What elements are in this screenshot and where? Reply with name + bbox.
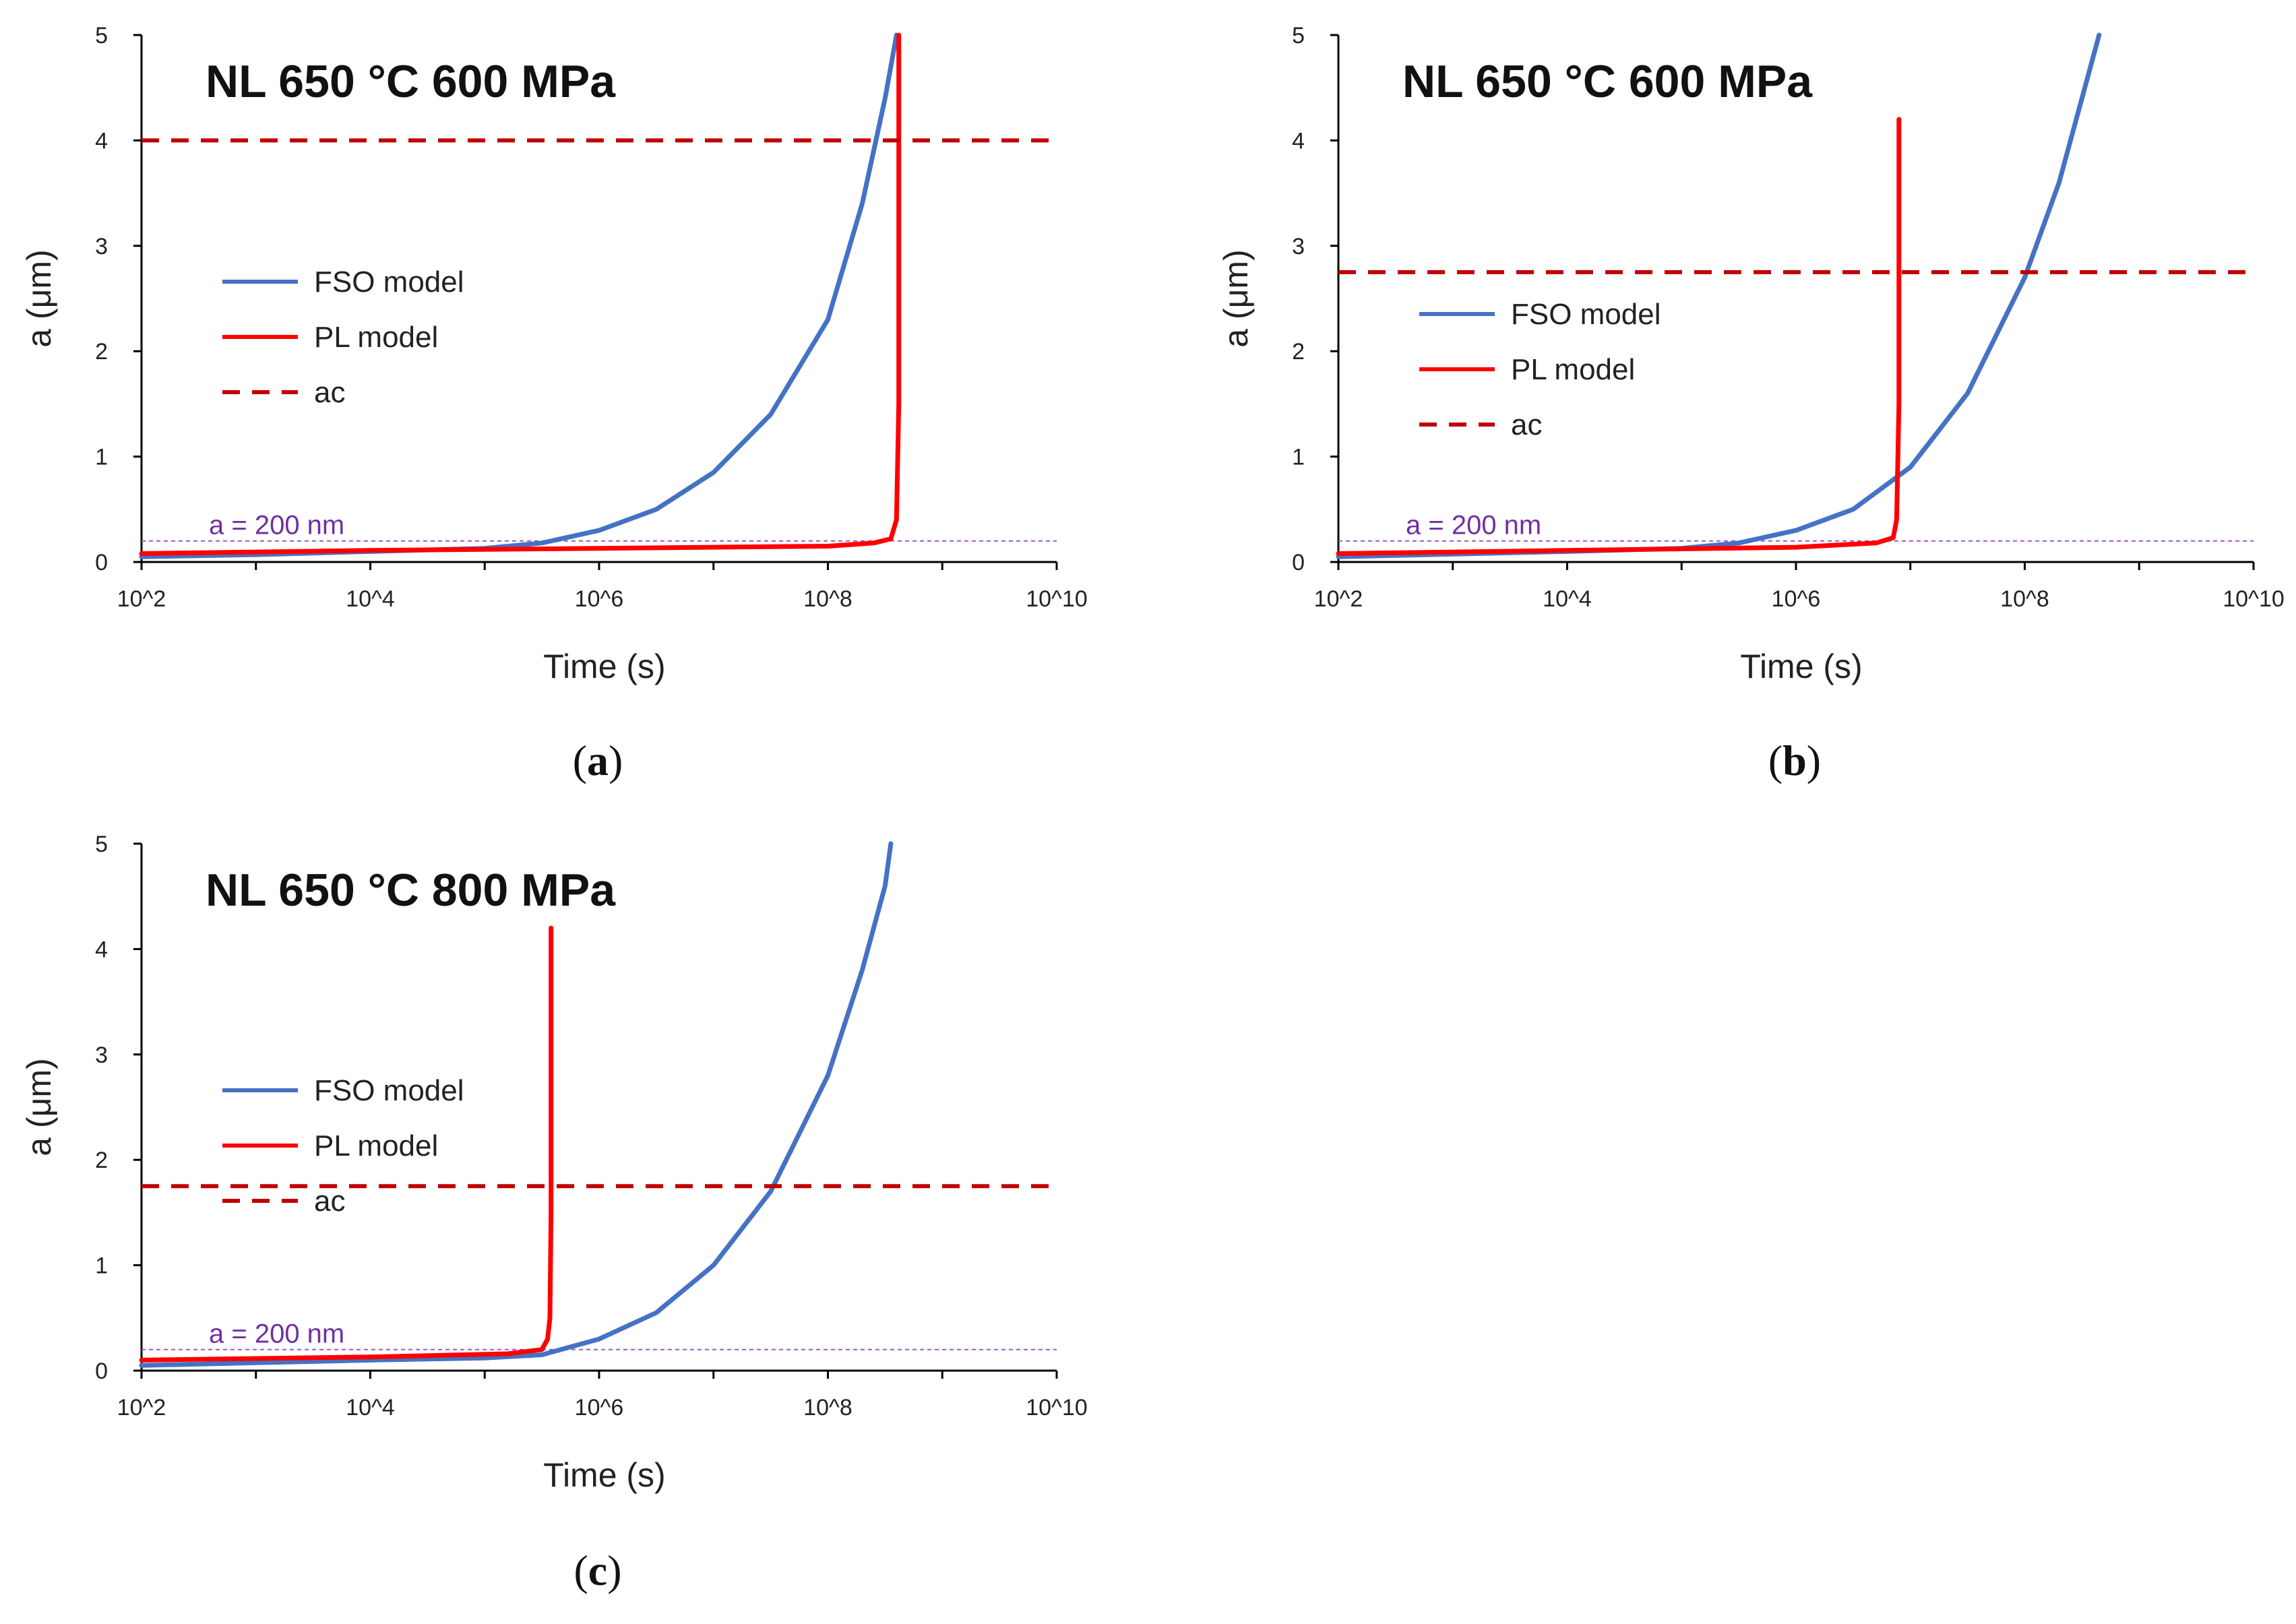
x-tick-label: 10^10 [1026, 1395, 1088, 1420]
series-pl-model-line [139, 32, 902, 556]
x-tick-label: 10^10 [2223, 586, 2285, 612]
y-tick-label: 0 [1292, 550, 1305, 575]
panel-title: NL 650 °C 600 MPa [206, 56, 616, 107]
reference-line-label: a = 200 nm [209, 1319, 344, 1349]
legend-entry: FSO model [314, 1074, 464, 1107]
x-tick-label: 10^2 [1314, 586, 1363, 612]
caption-letter: c [588, 1547, 607, 1594]
panel-title: NL 650 °C 600 MPa [1402, 56, 1813, 107]
chart-panel-a: 0 1 2 3 4 5 10^2 10^4 10^6 10^8 10^10 a (μm) Time (s… [20, 23, 1088, 784]
y-tick-label: 1 [95, 1253, 108, 1279]
x-tick-label: 10^10 [1026, 586, 1088, 612]
x-tick-label: 10^6 [575, 586, 624, 612]
x-tick-label: 10^8 [803, 1395, 852, 1420]
series-pl-model-line [1336, 117, 1902, 556]
y-tick-label: 4 [95, 128, 108, 154]
y-axis-label: a (μm) [20, 249, 58, 347]
y-tick-label: 3 [95, 234, 108, 259]
y-tick-label: 0 [95, 550, 108, 575]
caption-open-paren: ( [573, 737, 587, 784]
y-tick-label: 0 [95, 1358, 108, 1384]
x-axis-label: Time (s) [543, 648, 665, 685]
legend-entry: PL model [1511, 353, 1635, 386]
y-tick-label: 2 [95, 339, 108, 365]
series-fso-model-line [139, 32, 899, 559]
chart-panel-b: 0 1 2 3 4 5 10^2 10^4 10^6 10^8 10^10 a (μm) Time (s… [1217, 23, 2285, 784]
y-tick-label: 4 [95, 937, 108, 962]
y-tick-label: 5 [1292, 23, 1305, 49]
y-tick-label: 5 [95, 832, 108, 857]
y-tick-label: 2 [1292, 339, 1305, 365]
x-tick-label: 10^6 [1772, 586, 1821, 612]
caption-close-paren: ) [607, 1547, 621, 1594]
series-fso-model-line [1336, 32, 2102, 559]
x-tick-label: 10^4 [346, 1395, 395, 1420]
panel-caption: (b) [1768, 737, 1821, 784]
caption-letter: a [587, 737, 609, 784]
legend-entry: PL model [314, 321, 438, 354]
legend-entry: ac [314, 376, 345, 409]
y-tick-label: 4 [1292, 128, 1305, 154]
x-axis-label: Time (s) [1740, 648, 1862, 685]
y-tick-label: 5 [95, 23, 108, 49]
legend-entry: ac [314, 1185, 345, 1218]
x-tick-label: 10^4 [346, 586, 395, 612]
y-tick-label: 3 [95, 1042, 108, 1068]
panel-title: NL 650 °C 800 MPa [206, 865, 616, 916]
x-tick-label: 10^6 [575, 1395, 624, 1420]
series-pl-model-line [139, 925, 554, 1363]
caption-open-paren: ( [573, 1547, 588, 1594]
x-axis-label: Time (s) [543, 1456, 665, 1494]
x-tick-label: 10^2 [117, 586, 166, 612]
chart-panel-c: 0 1 2 3 4 5 10^2 10^4 10^6 10^8 10^10 a (μm) Time (s… [20, 832, 1088, 1594]
legend-entry: PL model [314, 1129, 438, 1162]
reference-line-label: a = 200 nm [1406, 511, 1541, 540]
caption-close-paren: ) [1807, 737, 1821, 784]
reference-line-label: a = 200 nm [209, 511, 344, 540]
caption-open-paren: ( [1768, 737, 1782, 784]
y-tick-label: 1 [1292, 445, 1305, 470]
caption-letter: b [1782, 737, 1807, 784]
x-tick-label: 10^8 [803, 586, 852, 612]
legend-entry: FSO model [314, 266, 464, 299]
y-tick-label: 1 [95, 445, 108, 470]
panel-caption: (c) [573, 1547, 621, 1594]
y-axis-label: a (μm) [20, 1058, 58, 1156]
series-fso-model-line [139, 841, 894, 1368]
y-tick-label: 2 [95, 1148, 108, 1173]
legend-entry: ac [1511, 408, 1542, 441]
x-tick-label: 10^2 [117, 1395, 166, 1420]
x-tick-label: 10^4 [1543, 586, 1592, 612]
legend-entry: FSO model [1511, 298, 1661, 331]
y-tick-label: 3 [1292, 234, 1305, 259]
x-tick-label: 10^8 [2000, 586, 2049, 612]
caption-close-paren: ) [609, 737, 623, 784]
y-axis-label: a (μm) [1217, 249, 1255, 347]
panel-caption: (a) [573, 737, 623, 784]
